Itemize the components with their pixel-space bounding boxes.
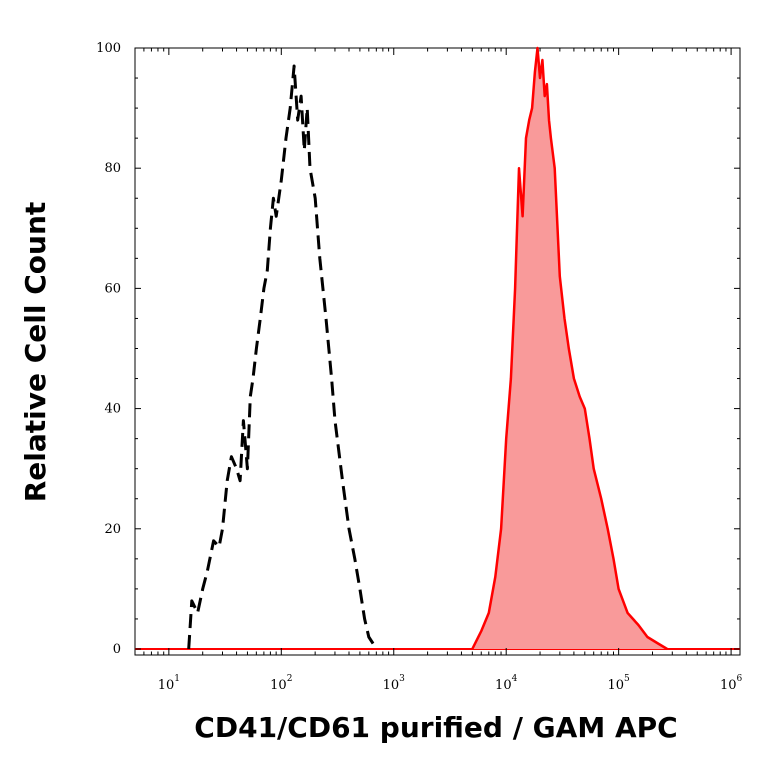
y-axis-title: Relative Cell Count [19, 202, 52, 503]
plot-frame [134, 47, 741, 656]
plot-border [134, 47, 741, 656]
y-axis-ticks: 0 20 40 60 80 100 [96, 41, 740, 657]
series-layer [135, 46, 740, 651]
x-tick-label: 105 [608, 674, 631, 693]
x-tick-label: 101 [158, 674, 180, 693]
y-tick-label: 40 [104, 402, 121, 417]
dashed-histogram-line [187, 64, 378, 650]
x-axis-ticks: 101 102 103 104 105 106 [134, 48, 743, 693]
y-tick-label: 60 [104, 281, 121, 296]
y-tick-label: 100 [96, 41, 121, 56]
y-tick-label: 0 [113, 642, 121, 657]
y-tick-label: 80 [104, 161, 121, 176]
x-tick-label: 103 [383, 674, 406, 693]
x-axis-title: CD41/CD61 purified / GAM APC [194, 711, 677, 744]
y-tick-label: 20 [104, 522, 121, 537]
filled-histogram-outline [471, 46, 668, 651]
x-tick-label: 104 [495, 674, 518, 693]
x-tick-label: 106 [720, 674, 743, 693]
x-tick-label: 102 [270, 674, 292, 693]
